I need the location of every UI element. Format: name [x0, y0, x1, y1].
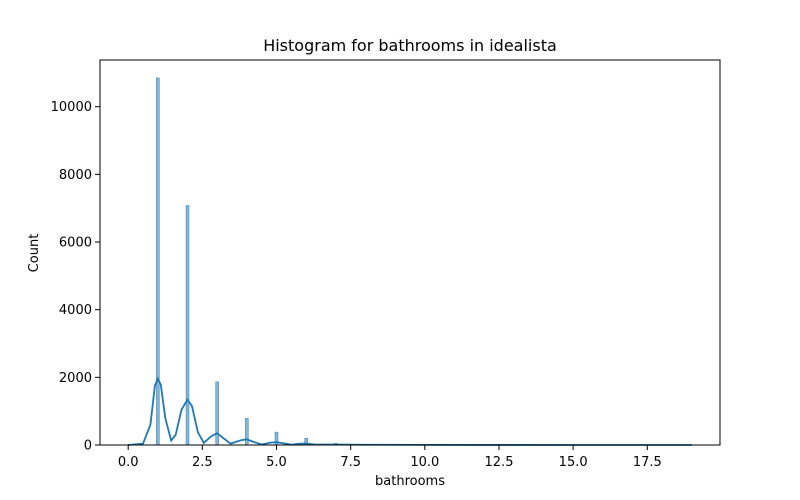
y-tick-label: 10000 [51, 100, 92, 115]
y-tick-label: 2000 [59, 371, 92, 386]
x-tick-label: 15.0 [559, 455, 588, 470]
histogram-bar-4 [245, 417, 249, 446]
x-tick-label: 2.5 [192, 455, 213, 470]
kde-line [128, 376, 692, 446]
histogram-bar-3 [215, 381, 219, 446]
x-tick-label: 5.0 [266, 455, 287, 470]
chart-title: Histogram for bathrooms in idealista [263, 36, 557, 55]
x-tick-label: 0.0 [118, 455, 139, 470]
x-tick-label: 17.5 [633, 455, 662, 470]
x-tick-label: 10.0 [410, 455, 439, 470]
y-tick-label: 6000 [59, 236, 92, 251]
x-axis-label: bathrooms [375, 474, 445, 489]
x-tick-label: 12.5 [485, 455, 514, 470]
plot-frame [99, 59, 721, 446]
y-tick-label: 0 [84, 439, 92, 454]
y-tick-label: 4000 [59, 303, 92, 318]
histogram-bar-2 [185, 205, 190, 446]
y-axis-label: Count [27, 234, 42, 273]
x-axis: 0.0 2.5 5.0 7.5 10.0 12.5 15.0 17.5 [118, 445, 662, 470]
y-axis: 0 2000 4000 6000 8000 10000 [51, 100, 100, 454]
y-tick-label: 8000 [59, 168, 92, 183]
x-tick-label: 7.5 [340, 455, 361, 470]
histogram-bar-1 [156, 77, 160, 446]
